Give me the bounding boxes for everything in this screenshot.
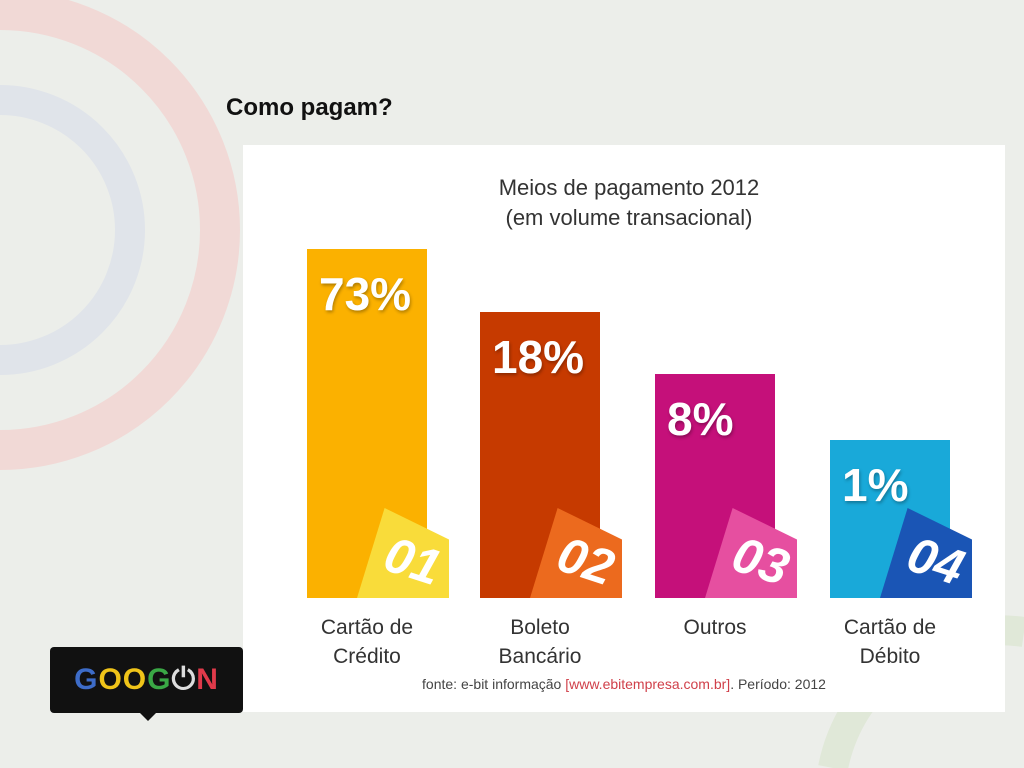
chart-subtitle: (em volume transacional) (505, 205, 753, 230)
category-line: Outros (683, 616, 747, 639)
category-line: Cartão de (843, 616, 937, 639)
chart-title: Meios de pagamento 2012 (em volume trans… (243, 173, 1005, 233)
googon-logo: GOOG⏻N (50, 647, 243, 721)
chart-panel: Meios de pagamento 2012 (em volume trans… (243, 145, 1005, 712)
bar-2: 18% 02 (480, 312, 622, 598)
category-label: Boleto Bancário (460, 613, 620, 671)
source-url: [www.ebitempresa.com.br] (565, 676, 731, 692)
category-line: Cartão de (320, 616, 414, 639)
bar-1: 73% 01 (307, 249, 449, 598)
category-line: Débito (859, 645, 921, 668)
value-label: 8% (667, 393, 734, 445)
bar-4: 1% 04 (830, 440, 972, 598)
category-line: Boleto (510, 616, 570, 639)
category-label: Outros (635, 613, 795, 642)
category-line: Bancário (498, 645, 582, 668)
chart-source: fonte: e-bit informação [www.ebitempresa… (243, 676, 1005, 692)
category-label: Cartão de Crédito (287, 613, 447, 671)
value-label: 18% (492, 331, 585, 383)
source-prefix: fonte: e-bit informação (422, 676, 562, 692)
slide-title: Como pagam? (226, 94, 393, 121)
value-label: 73% (319, 268, 412, 320)
chart-title-text: Meios de pagamento 2012 (498, 175, 760, 200)
bar-3: 8% 03 (655, 374, 797, 598)
category-line: Crédito (333, 645, 401, 668)
source-suffix: . Período: 2012 (730, 676, 826, 692)
value-label: 1% (842, 459, 909, 511)
category-label: Cartão de Débito (810, 613, 970, 671)
